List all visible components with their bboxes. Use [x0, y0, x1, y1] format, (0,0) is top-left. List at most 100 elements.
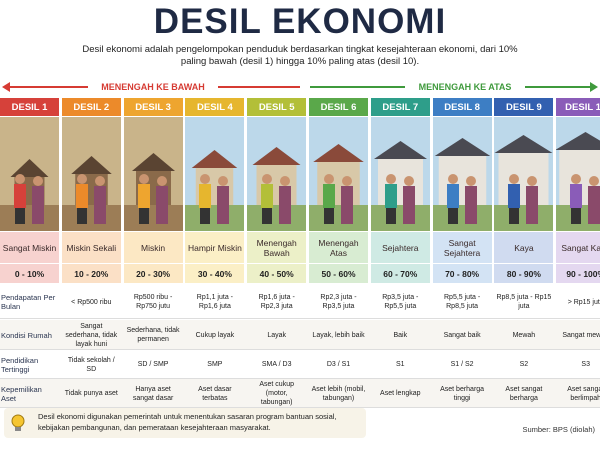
ground: [432, 205, 492, 231]
roof: [192, 150, 238, 168]
person-legs: [138, 208, 149, 224]
table-row: [0, 379, 600, 408]
cell: Sangat mewah: [562, 331, 600, 339]
roof: [556, 132, 600, 150]
roof: [373, 141, 427, 159]
column-header: DESIL 4: [185, 98, 245, 116]
note-box: [4, 408, 366, 438]
cell: Rp1,1 juta - Rp1,6 juta: [196, 294, 233, 310]
person-legs: [76, 208, 87, 224]
category: Sangat Miskin: [0, 232, 59, 263]
person-head: [465, 176, 476, 186]
bulb-base: [15, 427, 21, 431]
category: Sangat Kaya: [556, 232, 600, 263]
cell: Rp2,3 juta - Rp3,5 juta: [320, 294, 357, 310]
person-body: [384, 184, 397, 208]
person-head: [94, 176, 105, 186]
bulb: [11, 414, 25, 428]
person-head: [571, 174, 582, 184]
cell: Aset dasar terbatas: [198, 385, 232, 402]
person-body: [155, 186, 168, 224]
illustration: [0, 117, 59, 231]
cell: S1: [396, 361, 405, 368]
table-row: [0, 350, 600, 379]
cell: Tidak sekolah / SD: [67, 356, 115, 373]
ground: [185, 205, 245, 231]
cell: D3 / S1: [326, 361, 351, 368]
column-header: DESIL 8: [432, 98, 492, 116]
house: [438, 156, 486, 205]
illustration: [61, 117, 121, 231]
person-head: [138, 174, 149, 184]
person-body: [14, 184, 26, 208]
person-body: [526, 186, 539, 224]
person-body: [32, 186, 44, 224]
person-head: [324, 174, 334, 184]
illustration: [556, 117, 600, 231]
person-body: [446, 184, 459, 208]
title: DESIL EKONOMI: [153, 2, 447, 41]
illustration: [309, 117, 368, 231]
person-head: [385, 174, 396, 184]
cell: < Rp500 ribu: [71, 298, 112, 306]
roof: [131, 153, 175, 171]
cell: S1 / S2: [450, 361, 474, 368]
cell: Rp1,6 juta - Rp2,3 juta: [258, 294, 295, 310]
cell: Aset sangat berlimpah: [567, 385, 600, 402]
person-head: [342, 176, 352, 186]
person-head: [262, 174, 273, 184]
person-body: [402, 186, 415, 224]
column-header: DESIL 5: [247, 98, 307, 116]
person-head: [76, 174, 87, 184]
row-label: Pendidikan Tertinggi: [1, 355, 39, 374]
house: [377, 159, 423, 205]
person-head: [589, 176, 600, 186]
category: Kaya: [494, 232, 554, 263]
person-legs: [15, 208, 25, 224]
ground: [123, 205, 183, 231]
person-body: [323, 184, 335, 208]
person-head: [280, 176, 291, 186]
category: Miskin: [123, 232, 183, 263]
cell: Layak: [267, 331, 287, 339]
ground: [247, 205, 307, 231]
person-head: [509, 174, 520, 184]
person-head: [447, 174, 458, 184]
category: Hampir Miskin: [185, 232, 245, 263]
person-body: [199, 184, 212, 208]
illustration: [370, 117, 430, 231]
column-header: DESIL 10: [556, 98, 600, 116]
subtitle: Desil ekonomi adalah pengelompokan pendu…: [82, 44, 518, 67]
cell: S2: [519, 361, 529, 368]
illustration: [494, 117, 554, 231]
cell: Rp8,5 juta - Rp15 juta: [496, 294, 552, 310]
person-legs: [385, 208, 396, 224]
cell: Mewah: [512, 331, 536, 339]
illustration: [123, 117, 183, 231]
cell: Aset lengkap: [380, 390, 421, 397]
person-body: [279, 186, 292, 224]
ground: [0, 205, 59, 231]
person-head: [156, 176, 167, 186]
person-body: [508, 184, 521, 208]
note: Desil ekonomi digunakan pemerintah untuk…: [38, 412, 337, 432]
category: Miskin Sekali: [61, 232, 121, 263]
cell: Aset sangat berharga: [505, 385, 543, 402]
cell: Sederhana, tidak permanen: [126, 327, 180, 343]
cell: SMA / D3: [261, 361, 292, 368]
person-body: [93, 186, 106, 224]
person-body: [261, 184, 274, 208]
column-header: DESIL 7: [370, 98, 430, 116]
person-body: [588, 186, 600, 224]
cell: S3: [581, 361, 590, 368]
person-legs: [571, 208, 582, 224]
category: Sangat Sejahtera: [432, 232, 492, 263]
person-legs: [324, 208, 334, 224]
column-header: DESIL 2: [61, 98, 121, 116]
table-row: [0, 285, 600, 319]
person-body: [75, 184, 88, 208]
person-body: [464, 186, 477, 224]
illustration: [432, 117, 492, 231]
person-body: [570, 184, 583, 208]
